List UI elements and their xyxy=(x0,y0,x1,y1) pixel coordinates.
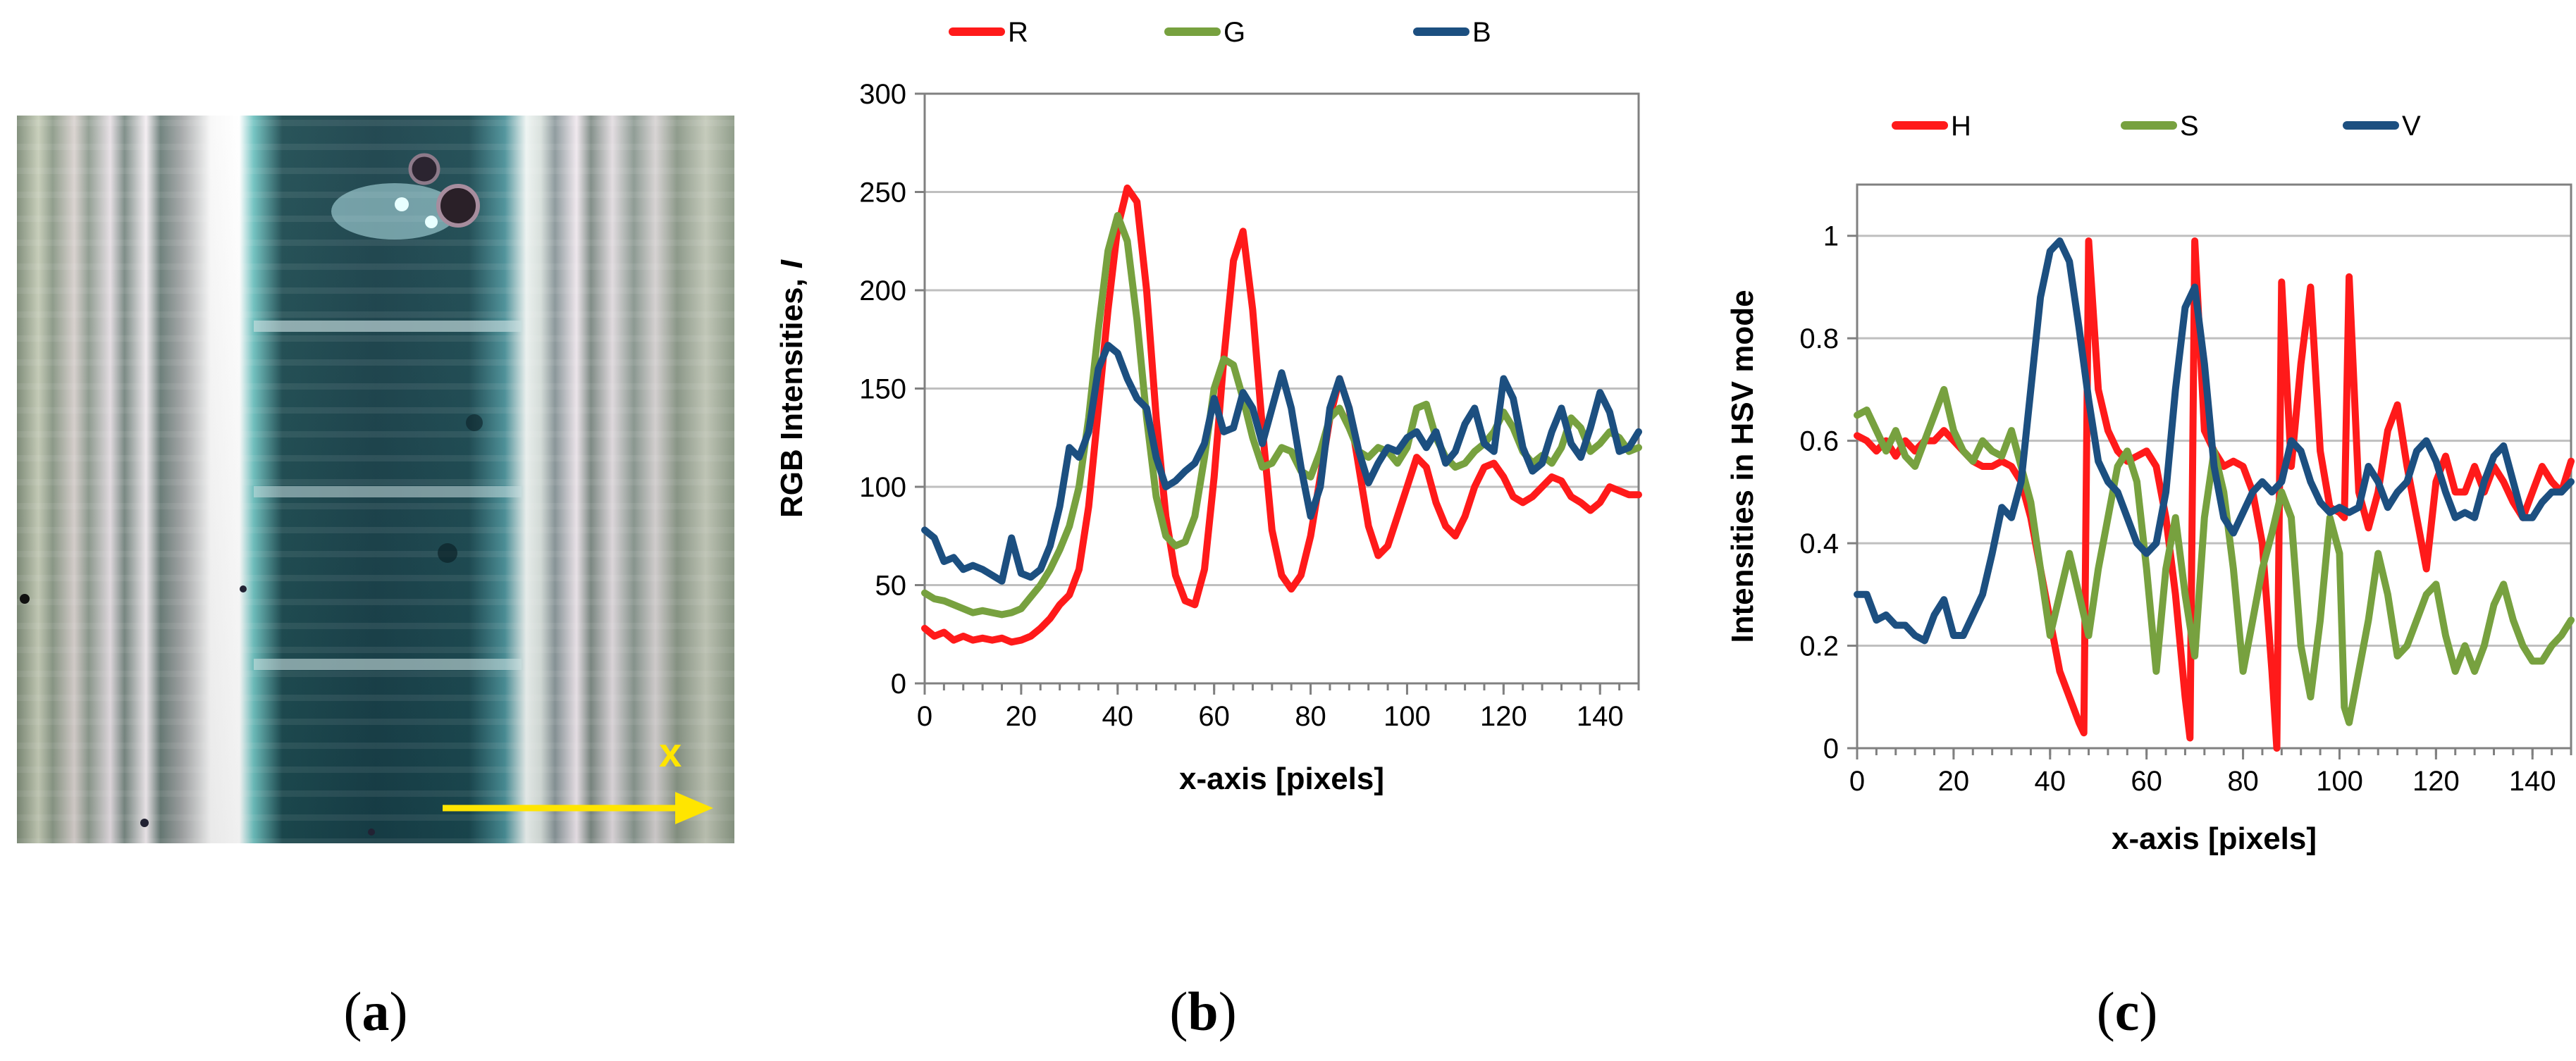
legend-label-h: H xyxy=(1951,111,1971,142)
series-line-r xyxy=(921,184,1642,646)
x-tick-label: 120 xyxy=(2412,766,2460,797)
x-tick-label: 60 xyxy=(1198,701,1230,732)
bubble xyxy=(436,184,480,228)
speck xyxy=(20,594,30,604)
x-tick-label: 80 xyxy=(1295,701,1326,732)
micrograph-panel: x xyxy=(17,116,734,845)
caption-c: (c) xyxy=(2097,981,2158,1042)
x-tick-label: 100 xyxy=(1383,701,1431,732)
x-tick-label: 40 xyxy=(1102,701,1134,732)
rgb-chart: 0 50 100 150 200 250 300 0 20 40 60 80 100 120 140 R G Bx… xyxy=(775,17,1642,796)
bubble xyxy=(425,216,438,228)
legend-label-b: B xyxy=(1472,17,1491,48)
legend-label-v: V xyxy=(2402,111,2421,142)
x-tick-label: 120 xyxy=(1480,701,1527,732)
y-axis-title: Intensities in HSV mode xyxy=(1725,290,1760,643)
plot-area-border xyxy=(923,92,1640,685)
y-tick-label: 100 xyxy=(859,472,906,503)
series-line-g xyxy=(921,212,1642,619)
y-tick-label: 1 xyxy=(1823,221,1839,252)
y-tick-label: 300 xyxy=(859,79,906,110)
x-tick-label: 0 xyxy=(917,701,932,732)
bubble xyxy=(395,197,409,211)
y-tick-label: 50 xyxy=(875,571,907,602)
x-tick-label: 60 xyxy=(2131,766,2162,797)
x-tick-label: 0 xyxy=(1849,766,1865,797)
y-tick-label: 200 xyxy=(859,275,906,306)
x-tick-label: 20 xyxy=(1938,766,1970,797)
cell-wall-line xyxy=(254,659,522,670)
legend-label-r: R xyxy=(1008,17,1028,48)
x-axis-title: x-axis [pixels] xyxy=(2112,821,2317,856)
x-tick-label: 140 xyxy=(1577,701,1624,732)
speck xyxy=(466,414,483,431)
series-line-v xyxy=(1854,237,2575,645)
x-direction-label: x xyxy=(659,730,682,776)
series-line-b xyxy=(921,342,1642,585)
x-axis-title: x-axis [pixels] xyxy=(1179,762,1384,796)
x-tick-label: 140 xyxy=(2509,766,2556,797)
y-tick-label: 250 xyxy=(859,178,906,209)
legend-label-s: S xyxy=(2180,111,2199,142)
y-axis-title-text: RGB Intensities, xyxy=(775,278,809,518)
y-tick-label: 0 xyxy=(891,669,906,700)
x-tick-label: 40 xyxy=(2035,766,2066,797)
y-tick-label: 150 xyxy=(859,374,906,405)
speck xyxy=(438,543,457,563)
speck xyxy=(140,819,149,827)
speck xyxy=(240,585,247,592)
y-tick-label: 0 xyxy=(1823,733,1839,764)
speck xyxy=(368,829,375,836)
y-axis-title-symbol: I xyxy=(775,259,809,268)
x-direction-arrowhead xyxy=(675,792,713,824)
caption-a: (a) xyxy=(344,981,408,1042)
y-tick-label: 0.4 xyxy=(1799,528,1839,559)
series-line-s xyxy=(1854,385,2575,726)
cell-wall-line xyxy=(254,486,522,497)
y-tick-label: 0.2 xyxy=(1799,631,1839,662)
hsv-chart: 0 0.2 0.4 0.6 0.8 1 0 20 40 60 80 100 120 140 H S Vx-axi… xyxy=(1725,111,2575,856)
y-axis-title-text: Intensities in HSV mode xyxy=(1725,290,1760,643)
x-tick-label: 100 xyxy=(2316,766,2363,797)
legend-label-g: G xyxy=(1224,17,1245,48)
x-tick-label: 20 xyxy=(1006,701,1037,732)
y-axis-title: RGB Intensities, I xyxy=(775,259,809,518)
y-tick-label: 0.6 xyxy=(1799,426,1839,457)
series-line-h xyxy=(1854,237,2575,752)
x-tick-label: 80 xyxy=(2227,766,2259,797)
cell-wall-line xyxy=(254,321,522,332)
bubble xyxy=(408,153,440,185)
y-tick-label: 0.8 xyxy=(1799,323,1839,354)
caption-b: (b) xyxy=(1169,981,1236,1042)
